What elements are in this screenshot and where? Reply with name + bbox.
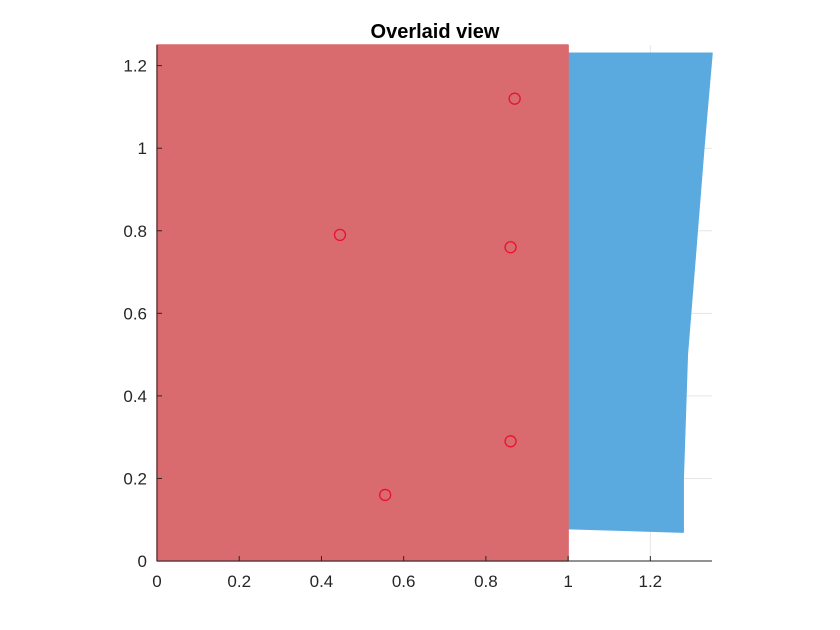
x-tick-label-0: 0 [152, 572, 161, 591]
y-tick-label-2: 0.4 [123, 387, 147, 406]
y-tick-label-6: 1.2 [123, 57, 147, 76]
x-tick-label-4: 0.8 [474, 572, 498, 591]
y-tick-label-0: 0 [138, 552, 147, 571]
red-region [156, 44, 569, 562]
y-tick-label-4: 0.8 [123, 222, 147, 241]
data-point-marker-4 [379, 488, 392, 502]
x-tick-label-1: 0.2 [227, 572, 251, 591]
x-tick-label-3: 0.6 [392, 572, 416, 591]
data-point-marker-3 [504, 435, 517, 448]
x-tick-label-5: 1 [563, 572, 572, 591]
y-tick-label-1: 0.2 [123, 469, 147, 488]
x-tick-label-6: 1.2 [639, 572, 663, 591]
x-tick-label-2: 0.4 [310, 572, 334, 591]
y-tick-label-3: 0.6 [123, 304, 147, 323]
axis-layer: 0 0.2 0.4 0.6 0.8 1 1.2 0 0.2 0.4 0.6 0.8 1 1.2 [123, 45, 712, 591]
y-tick-label-5: 1 [138, 139, 147, 158]
data-point-marker-0 [508, 92, 521, 105]
data-point-marker-2 [504, 241, 517, 254]
chart-title: Overlaid view [371, 21, 500, 43]
marker-layer [333, 92, 521, 502]
area-layer [156, 44, 713, 562]
blue-region [546, 52, 713, 533]
data-point-marker-1 [333, 228, 347, 242]
